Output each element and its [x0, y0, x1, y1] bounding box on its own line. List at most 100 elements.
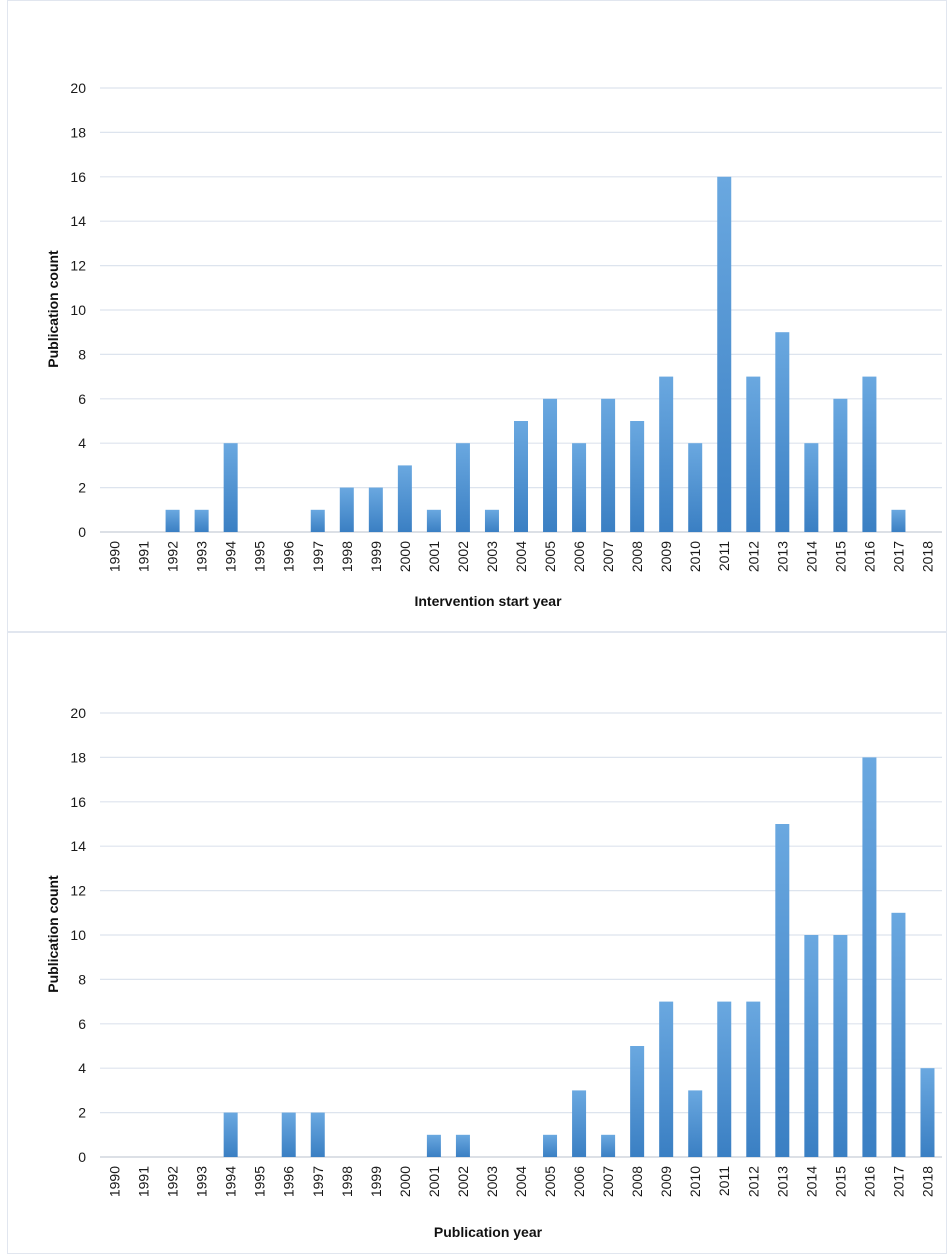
- bar-2007: [601, 398, 616, 532]
- bar-2015: [833, 935, 848, 1157]
- y-tick-label: 8: [78, 971, 86, 987]
- bar-2005: [543, 398, 558, 532]
- chart-panel-publication-year: 0 2 4 6 8 10 12 14 16 18 20 1990 1991 1992 1993 1994 19…: [7, 632, 947, 1254]
- y-tick-label: 0: [78, 1149, 86, 1165]
- y-axis-title: Publication count: [45, 250, 61, 368]
- x-tick-label-2003: 2003: [484, 541, 500, 572]
- y-axis-title: Publication count: [45, 875, 61, 993]
- x-tick-label-2004: 2004: [513, 541, 529, 572]
- x-tick-label-2000: 2000: [397, 1166, 413, 1197]
- bar-2002: [455, 1134, 470, 1157]
- x-tick-label-2006: 2006: [571, 1166, 587, 1197]
- bar-2007: [601, 1134, 616, 1157]
- y-tick-label: 16: [70, 169, 86, 185]
- x-tick-label-1992: 1992: [165, 541, 181, 572]
- y-tick-label: 14: [70, 838, 86, 854]
- x-tick-label-2015: 2015: [832, 541, 848, 572]
- x-axis-title: Publication year: [434, 1224, 543, 1240]
- bar-chart-intervention-start-year: 0 2 4 6 8 10 12 14 16 18 20 1990 1991 1992 1993 1994 19…: [45, 80, 942, 609]
- x-tick-label-2014: 2014: [803, 541, 819, 572]
- bar-2009: [659, 376, 674, 532]
- bar-2000: [397, 465, 412, 532]
- x-tick-label-1999: 1999: [368, 1166, 384, 1197]
- x-tick-label-2001: 2001: [426, 541, 442, 572]
- bar-1996: [281, 1112, 296, 1157]
- y-tick-label: 0: [78, 524, 86, 540]
- x-tick-label-1998: 1998: [339, 1166, 355, 1197]
- bar-2012: [746, 376, 761, 532]
- x-tick-label-2009: 2009: [658, 1166, 674, 1197]
- x-tick-label-1993: 1993: [194, 541, 210, 572]
- x-tick-label-2008: 2008: [629, 541, 645, 572]
- x-tick-label-1995: 1995: [252, 1166, 268, 1197]
- x-tick-label-2002: 2002: [455, 1166, 471, 1197]
- x-tick-label-2007: 2007: [600, 1166, 616, 1197]
- x-tick-label-1997: 1997: [310, 1166, 326, 1197]
- y-tick-label: 12: [70, 883, 86, 899]
- x-tick-label-2009: 2009: [658, 541, 674, 572]
- bar-2001: [426, 1134, 441, 1157]
- x-axis-title: Intervention start year: [414, 593, 562, 609]
- x-tick-label-2012: 2012: [745, 1166, 761, 1197]
- bar-chart-publication-year: 0 2 4 6 8 10 12 14 16 18 20 1990 1991 1992 1993 1994 19…: [45, 705, 942, 1240]
- x-tick-label-2001: 2001: [426, 1166, 442, 1197]
- x-tick-label-1994: 1994: [223, 541, 239, 572]
- bar-1997: [310, 1112, 325, 1157]
- y-tick-label: 16: [70, 794, 86, 810]
- x-tick-label-2005: 2005: [542, 1166, 558, 1197]
- bar-2004: [514, 421, 528, 532]
- x-tick-label-2016: 2016: [861, 541, 877, 572]
- bar-1994: [223, 443, 238, 532]
- x-tick-label-2013: 2013: [774, 541, 790, 572]
- x-tick-label-1990: 1990: [107, 1166, 123, 1197]
- y-tick-label: 2: [78, 480, 86, 496]
- bar-1999: [368, 487, 383, 532]
- y-tick-label: 4: [78, 1060, 86, 1076]
- x-tick-label-1992: 1992: [165, 1166, 181, 1197]
- bar-2016: [862, 376, 877, 532]
- bar-2013: [775, 332, 790, 532]
- bar-2012: [746, 1001, 761, 1157]
- x-tick-label-1998: 1998: [339, 541, 355, 572]
- x-tick-label-2006: 2006: [571, 541, 587, 572]
- x-tick-label-2015: 2015: [832, 1166, 848, 1197]
- y-tick-label: 10: [70, 927, 86, 943]
- x-tick-label-2017: 2017: [890, 1166, 906, 1197]
- x-tick-label-2018: 2018: [919, 1166, 935, 1197]
- y-tick-label: 14: [70, 213, 86, 229]
- bar-1994: [223, 1112, 238, 1157]
- x-tick-label-2002: 2002: [455, 541, 471, 572]
- x-tick-label-2000: 2000: [397, 541, 413, 572]
- bar-2005: [543, 1134, 558, 1157]
- y-tick-label: 20: [70, 705, 86, 721]
- x-tick-label-2005: 2005: [542, 541, 558, 572]
- x-tick-label-2011: 2011: [716, 541, 732, 571]
- bar-2001: [426, 509, 441, 532]
- bar-2002: [455, 443, 470, 532]
- bar-2011: [717, 1001, 732, 1157]
- y-tick-label: 12: [70, 258, 86, 274]
- y-tick-label: 8: [78, 346, 86, 362]
- x-tick-label-2003: 2003: [484, 1166, 500, 1197]
- x-tick-label-2017: 2017: [890, 541, 906, 572]
- x-tick-label-2008: 2008: [629, 1166, 645, 1197]
- x-tick-label-1999: 1999: [368, 541, 384, 572]
- bar-2011: [717, 176, 732, 533]
- y-tick-label: 6: [78, 391, 86, 407]
- bar-1992: [165, 509, 180, 532]
- x-tick-label-1991: 1991: [136, 541, 152, 572]
- bar-2018: [920, 1068, 935, 1157]
- x-tick-label-1995: 1995: [252, 541, 268, 572]
- x-tick-label-1997: 1997: [310, 541, 326, 572]
- x-tick-label-1996: 1996: [281, 541, 297, 572]
- bar-2003: [484, 509, 499, 532]
- y-tick-label: 2: [78, 1105, 86, 1121]
- y-tick-label: 18: [70, 124, 86, 140]
- x-tick-label-1993: 1993: [194, 1166, 210, 1197]
- x-tick-label-2007: 2007: [600, 541, 616, 572]
- x-tick-label-1990: 1990: [107, 541, 123, 572]
- y-tick-label: 18: [70, 749, 86, 765]
- chart-panel-intervention-start-year: 0 2 4 6 8 10 12 14 16 18 20 1990 1991 1992 1993 1994 19…: [7, 0, 947, 632]
- x-tick-label-1996: 1996: [281, 1166, 297, 1197]
- x-tick-label-2010: 2010: [687, 1166, 703, 1197]
